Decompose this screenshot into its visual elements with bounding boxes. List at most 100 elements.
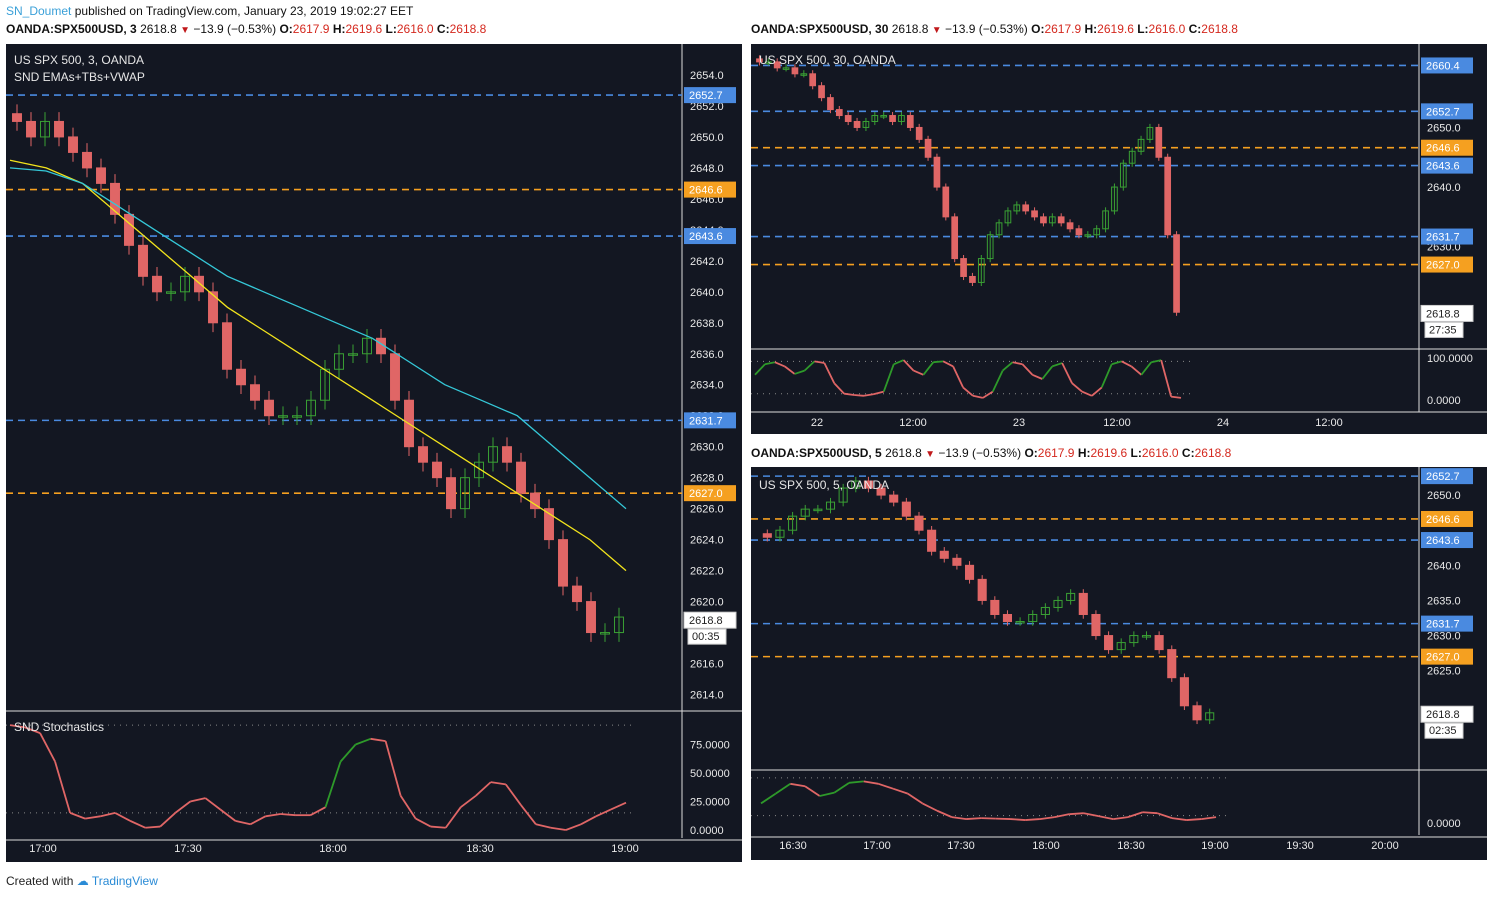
stochastic-segment [1127,811,1143,818]
level-label: 2643.6 [689,231,723,243]
candle-body [800,73,808,76]
chart3-change: −13.9 (−0.53%) [938,446,1022,460]
x-tick-label: 16:30 [779,840,807,852]
level-label: 2627.0 [689,488,723,500]
candle-body [791,67,799,75]
chart2-high: 2619.6 [1097,22,1134,36]
osc-tick-label: 0.0000 [1427,818,1461,830]
chart2-low: 2616.0 [1148,22,1186,36]
stochastic-segment [892,787,909,795]
stochastic-segment [922,802,938,812]
osc-tick-label: 100.0000 [1427,353,1473,365]
candle-body [986,234,994,260]
candle-body [446,477,456,510]
candle-body [1104,635,1114,651]
candle-body [1102,210,1109,230]
x-tick-label: 17:30 [174,843,202,855]
ema-slow-line [9,167,627,510]
chart-panel-5min[interactable]: 2650.0 2640.0 2635.0 2630.0 2625.0 2652.7 2646… [751,467,1487,860]
x-tick-label: 22 [811,417,823,429]
candle-body [1053,599,1063,608]
y-tick-label: 2650.0 [1427,122,1461,134]
y-tick-label: 2634.0 [690,380,724,392]
level-label-bg [684,87,736,104]
candle-body [558,539,568,587]
chart1-osc-label: SND Stochastics [14,720,105,734]
stochastic-segment [863,780,879,785]
y-tick-label: 2622.0 [690,566,724,578]
candle-body [474,461,484,479]
stochastic-segment [962,386,974,397]
level-label-bg [1421,532,1473,549]
y-tick-label: 2626.0 [690,504,724,516]
level-label: 2643.6 [1426,535,1460,547]
y-tick-label: 2640.0 [1427,560,1461,572]
stochastic-segment [764,361,776,366]
footer-brand[interactable]: TradingView [91,874,158,888]
stochastic-segment [1041,365,1053,380]
stochastic-segment [1061,362,1073,384]
level-label: 2652.7 [1426,106,1460,118]
stochastic-segment [444,806,462,829]
chart-svg-5min: 2650.0 2640.0 2635.0 2630.0 2625.0 2652.7 2646… [751,467,1487,852]
osc-tick-label: 25.0000 [690,797,730,809]
countdown-label: 02:35 [1429,725,1457,737]
candle-body [889,494,899,503]
chart2-open: 2617.9 [1044,22,1082,36]
y-tick-label: 2648.0 [690,163,724,175]
author-link[interactable]: SN_Doumet [6,4,72,18]
level-label-bg [1421,103,1473,120]
x-tick-label: 12:00 [1315,417,1343,429]
stochastic-segment [754,363,766,376]
stochastic-segment [902,359,915,372]
candle-body [488,446,498,463]
stochastic-segment [339,743,357,763]
stochastic-segment [505,783,522,806]
candle-body [813,508,823,512]
chart-svg-3min: 2654.02652.02650.02648.02646.02644.02642… [6,44,742,855]
countdown-bg [687,628,727,645]
stochastic-segment [535,823,552,829]
y-tick-label: 2630.0 [1427,242,1461,254]
stochastic-segment [803,360,816,372]
candle-body [1164,156,1172,236]
chart2-ticker: OANDA:SPX500USD, 30 [751,22,889,36]
candle-body [1031,210,1038,218]
stochastic-segment [580,815,597,826]
candle-body [1040,606,1050,615]
candle-body [96,167,106,184]
price-label-bg [683,611,737,629]
candle-body [250,384,260,401]
candle-body [964,564,975,580]
stochastic-segment [1113,816,1129,820]
chart-panel-30min[interactable]: 2650.0 2640.0 2630.0 2660.4 2652.7 2646.6 2643… [751,44,1487,434]
candle-body [1128,150,1136,164]
countdown-bg [1424,722,1464,739]
chart2-close: 2618.8 [1201,22,1238,36]
stochastic-segment [794,369,805,375]
stochastic-segment [991,370,1004,392]
candle-body [939,550,949,559]
candle-body [1004,210,1012,224]
chart-panel-3min[interactable]: 2654.02652.02650.02648.02646.02644.02642… [6,44,742,862]
candle-body [82,151,92,169]
x-tick-label: 20:00 [1371,840,1399,852]
candle-body [927,529,937,552]
candle-body [889,115,896,122]
stochastic-segment [324,761,342,808]
stochastic-segment [907,792,923,805]
stochastic-segment [54,761,71,814]
x-tick-label: 18:30 [466,843,494,855]
candle-body [166,291,176,294]
y-tick-label: 2636.0 [690,349,724,361]
y-tick-label: 2614.0 [690,690,724,702]
chart1-close: 2618.8 [449,22,487,36]
stochastic-segment [475,781,492,797]
chart2-title: US SPX 500, 30, OANDA [759,53,896,67]
osc-tick-label: 0.0000 [1427,395,1461,407]
candle-body [835,109,843,117]
candle-body [1205,712,1215,721]
x-tick-label: 18:00 [1032,840,1060,852]
y-tick-label: 2640.0 [1427,182,1461,194]
stochastic-segment [853,394,865,397]
